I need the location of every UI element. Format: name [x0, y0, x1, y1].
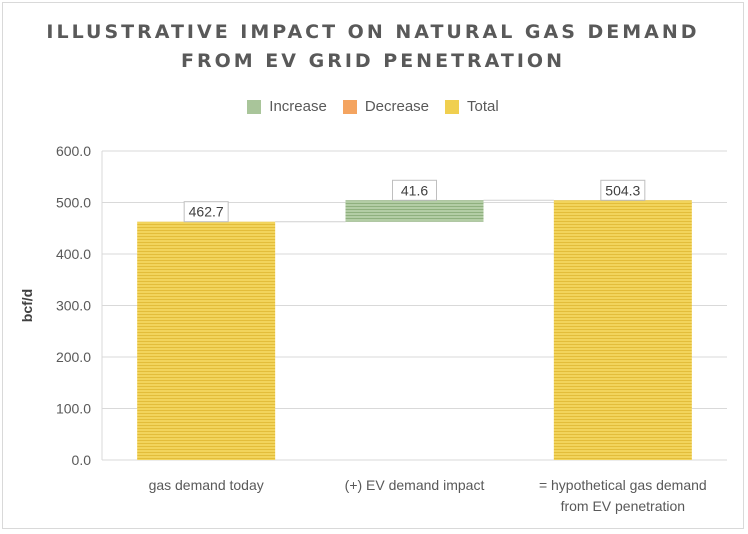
data-label-box	[392, 179, 437, 201]
chart-title: ILLUSTRATIVE IMPACT ON NATURAL GAS DEMAN…	[0, 18, 746, 76]
x-category-label: gas demand today	[149, 477, 264, 493]
data-label-box	[183, 201, 229, 223]
legend-label-decrease: Decrease	[364, 98, 430, 115]
data-label-box	[600, 179, 646, 201]
legend-label-increase: Increase	[269, 98, 327, 115]
y-axis-title: bcf/d	[19, 289, 35, 322]
y-tick-label: 100.0	[56, 401, 91, 417]
y-tick-label: 0.0	[72, 452, 92, 468]
legend-item-decrease: Decrease	[342, 98, 430, 115]
legend-item-increase: Increase	[247, 98, 327, 115]
y-tick-label: 600.0	[56, 143, 91, 159]
chart-title-line-1: ILLUSTRATIVE IMPACT ON NATURAL GAS DEMAN…	[46, 21, 700, 43]
legend-item-total: Total	[445, 98, 499, 115]
x-category-label: = hypothetical gas demand	[539, 477, 707, 493]
legend-swatch-increase	[247, 99, 262, 114]
data-label: 504.3	[605, 182, 640, 198]
data-label: 41.6	[401, 182, 428, 198]
bar-total	[553, 200, 692, 460]
y-tick-label: 500.0	[56, 195, 91, 211]
legend-swatch-decrease	[342, 99, 357, 114]
y-tick-label: 300.0	[56, 298, 91, 314]
x-category-label: (+) EV demand impact	[345, 477, 485, 493]
chart-legend: Increase Decrease Total	[0, 98, 746, 115]
legend-label-total: Total	[467, 98, 499, 115]
bar-increase	[345, 200, 484, 222]
legend-swatch-total	[445, 99, 460, 114]
bar-total	[137, 221, 276, 460]
chart-title-line-2: FROM EV GRID PENETRATION	[181, 50, 565, 72]
data-label: 462.7	[189, 204, 224, 220]
y-tick-label: 200.0	[56, 349, 91, 365]
x-category-label: from EV penetration	[561, 498, 686, 514]
y-tick-label: 400.0	[56, 246, 91, 262]
